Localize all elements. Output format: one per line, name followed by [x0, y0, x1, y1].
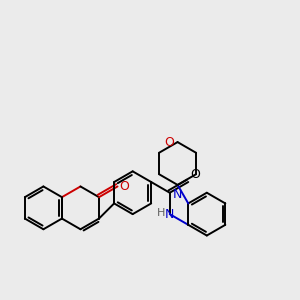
Text: H: H	[157, 208, 165, 218]
Text: N: N	[173, 188, 182, 201]
Text: O: O	[190, 168, 200, 181]
Text: O: O	[164, 136, 174, 148]
Text: O: O	[119, 180, 129, 193]
Text: N: N	[165, 208, 174, 220]
